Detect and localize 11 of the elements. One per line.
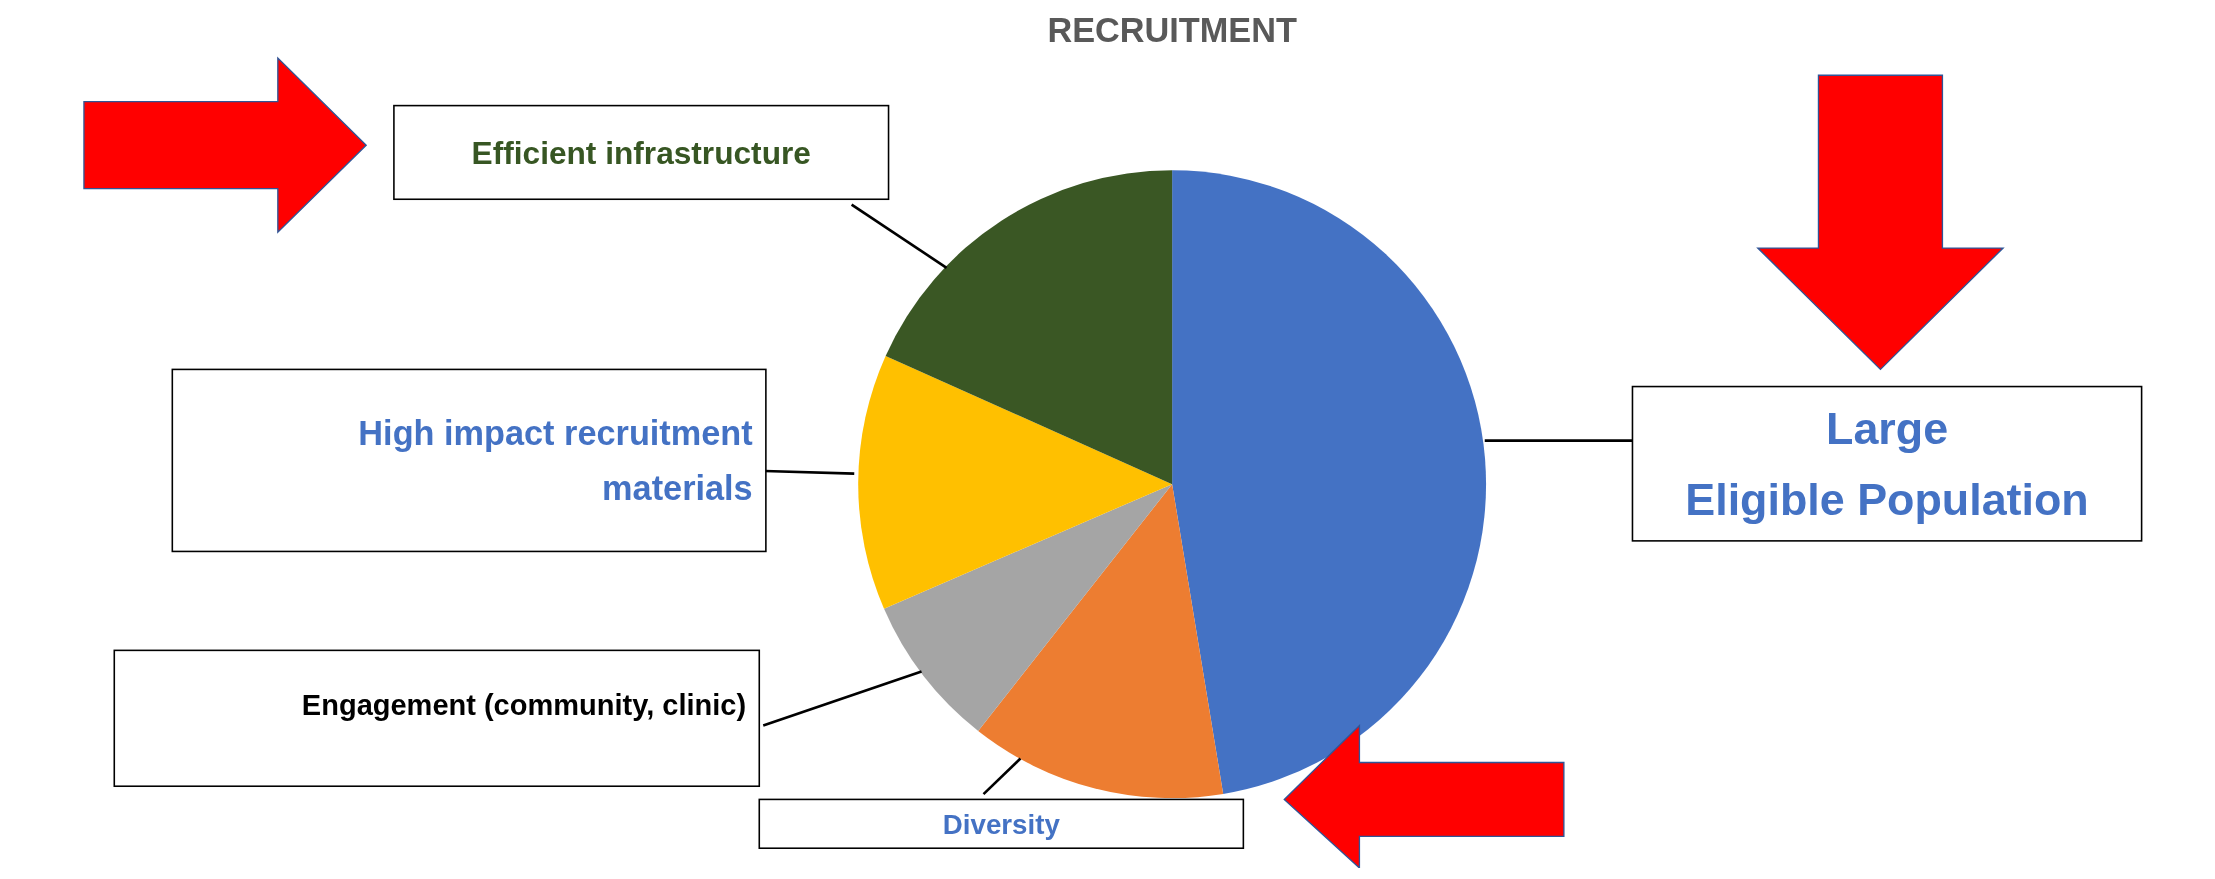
pie-slice (978, 484, 1224, 798)
chart-title: RECRUITMENT (1047, 11, 1297, 50)
slice-label: Engagement (community, clinic) (301, 688, 747, 721)
slice-label: High impact recruitment materials (358, 413, 753, 507)
slice-label: Diversity (942, 808, 1061, 840)
slice-label: Large Eligible Population (1685, 402, 2089, 526)
pie-slice (1172, 170, 1487, 794)
pie-slice (885, 170, 1173, 485)
pie-slice (884, 484, 1173, 731)
pie-slice (858, 355, 1173, 609)
slice-label: Efficient infrastructure (471, 134, 811, 171)
